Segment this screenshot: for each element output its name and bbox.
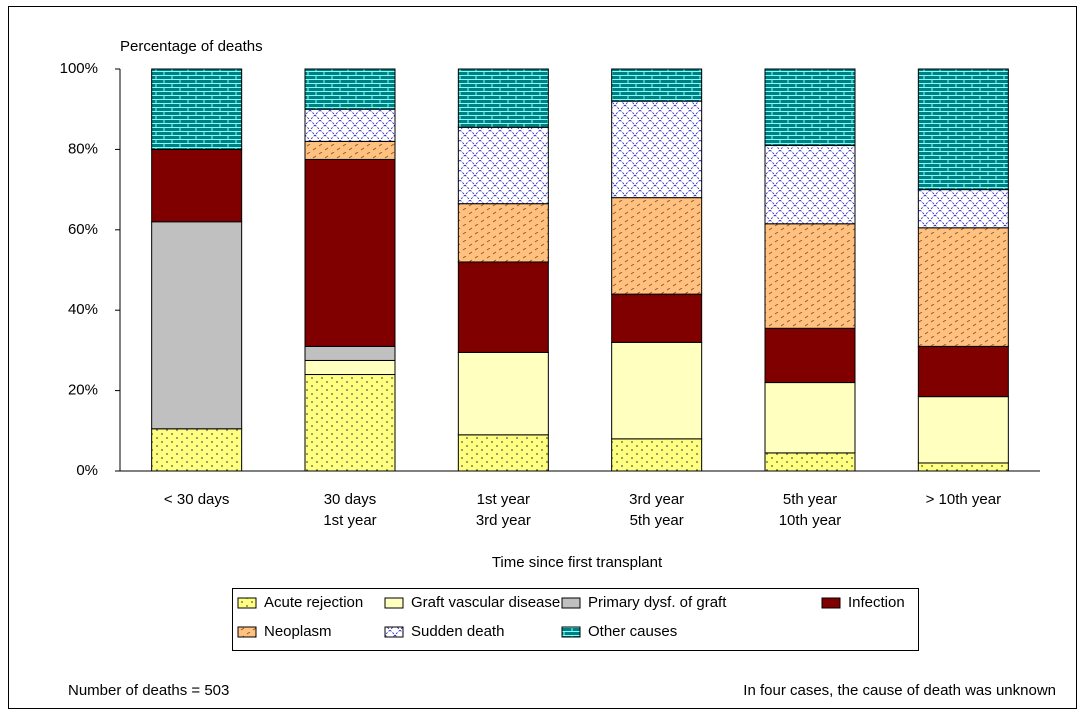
y-tick-label: 0% [76,462,98,479]
bar-segment [457,351,549,436]
legend-label: Sudden death [411,623,504,640]
x-tick-label: > 10th year [926,491,1001,508]
bar-segment [611,100,703,199]
bar-segment [304,140,396,160]
footnote: In four cases, the cause of death was un… [743,682,1056,699]
bar-segment [304,158,396,347]
bar-segment [764,382,856,454]
x-tick-label-line: 10th year [779,512,842,529]
bar-segment [917,396,1009,464]
y-axis-title: Percentage of deaths [120,38,263,55]
bar-segment [917,462,1009,472]
bar-segment [304,108,396,142]
bar-segment [764,223,856,329]
x-tick-label-line: 30 days [324,491,377,508]
legend-label: Acute rejection [264,594,363,611]
bar-segment [457,203,549,263]
bar-segment [151,428,243,472]
legend-swatch [384,626,404,638]
legend-label: Graft vascular disease [411,594,560,611]
bar-segment [764,144,856,225]
bar-segment [917,68,1009,191]
y-tick-label: 80% [68,140,98,157]
x-tick-label-line: 3rd year [629,491,684,508]
bar-segment [304,68,396,110]
bar-segment [611,68,703,102]
x-tick-label-line: 5th year [630,512,684,529]
bar-segment [611,341,703,440]
bar-segment [151,148,243,223]
bar-segment [304,359,396,376]
legend-swatch [821,597,841,609]
y-tick-label: 100% [60,60,98,77]
legend-swatch [237,626,257,638]
bar-segment [457,126,549,205]
x-tick-label: 5th year 10th year [779,491,842,529]
bar-segment [764,68,856,146]
bar-segment [764,327,856,384]
bar-segment [151,68,243,150]
x-tick-label: < 30 days [164,491,229,508]
legend-label: Neoplasm [264,623,332,640]
x-axis-title: Time since first transplant [492,554,663,571]
legend-swatch [384,597,404,609]
legend-label: Other causes [588,623,677,640]
bar-segment [611,197,703,295]
y-tick-label: 60% [68,221,98,238]
x-tick-label-line: < 30 days [164,491,229,508]
y-tick-label: 20% [68,382,98,399]
legend-label: Primary dysf. of graft [588,594,727,611]
bar-segment [151,221,243,430]
legend-swatch [561,626,581,638]
bar-segment [304,345,396,361]
bar-segment [764,452,856,472]
x-tick-label-line: > 10th year [926,491,1001,508]
bar-segment [304,374,396,472]
frame [8,6,1077,709]
legend-swatch [561,597,581,609]
bar-segment [457,68,549,128]
bar-segment [917,227,1009,347]
bar-segment [457,434,549,472]
footnote: Number of deaths = 503 [68,682,229,699]
x-tick-label: 1st year 3rd year [476,491,531,529]
bar-segment [457,261,549,353]
x-tick-label-line: 1st year [323,512,376,529]
legend-label: Infection [848,594,905,611]
x-tick-label-line: 3rd year [476,512,531,529]
x-tick-label-line: 1st year [477,491,530,508]
y-tick-label: 40% [68,301,98,318]
bar-segment [611,293,703,343]
x-tick-label: 3rd year 5th year [629,491,684,529]
bar-segment [917,345,1009,398]
bar-segment [917,189,1009,229]
x-tick-label-line: 5th year [783,491,837,508]
legend-swatch [237,597,257,609]
bar-segment [611,438,703,472]
x-tick-label: 30 days 1st year [323,491,376,529]
